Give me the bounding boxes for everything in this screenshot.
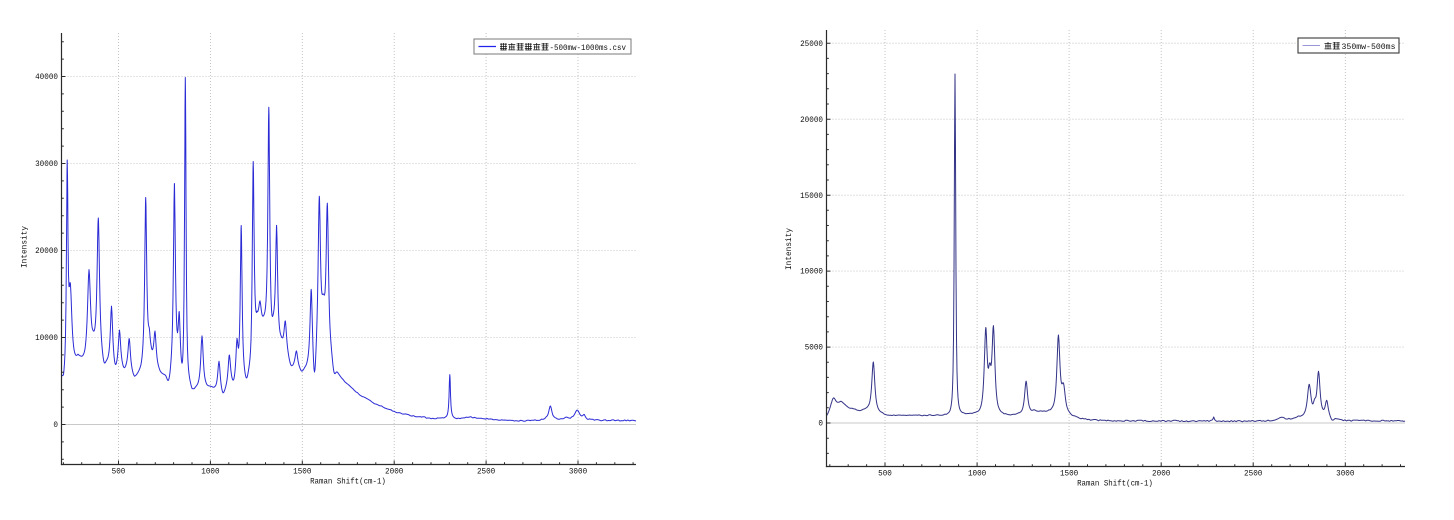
svg-text:1000: 1000 (201, 468, 219, 477)
svg-text:2000: 2000 (1152, 470, 1170, 479)
svg-text:Intensity: Intensity (21, 226, 30, 268)
svg-text:500: 500 (112, 468, 126, 477)
svg-text:2000: 2000 (385, 468, 403, 477)
svg-text:3000: 3000 (1336, 470, 1354, 479)
svg-text:Raman Shift(cm-1): Raman Shift(cm-1) (310, 478, 386, 487)
svg-text:15000: 15000 (800, 192, 823, 201)
svg-text:20000: 20000 (35, 247, 58, 256)
svg-text:0: 0 (818, 420, 823, 429)
svg-text:0: 0 (53, 421, 58, 430)
svg-text:500: 500 (878, 470, 892, 479)
svg-text:2500: 2500 (1244, 470, 1262, 479)
svg-text:Raman Shift(cm-1): Raman Shift(cm-1) (1077, 480, 1153, 489)
svg-text:Intensity: Intensity (785, 228, 794, 270)
svg-text:5000: 5000 (805, 344, 823, 353)
svg-text:1000: 1000 (968, 470, 986, 479)
svg-text:30000: 30000 (35, 160, 58, 169)
svg-text:3000: 3000 (569, 468, 587, 477)
svg-text:1500: 1500 (1060, 470, 1078, 479)
svg-text:10000: 10000 (800, 268, 823, 277)
svg-text:20000: 20000 (800, 116, 823, 125)
svg-text:40000: 40000 (35, 73, 58, 82)
svg-text:350mw-500ms: 350mw-500ms (1342, 43, 1396, 52)
svg-text:1500: 1500 (293, 468, 311, 477)
svg-text:10000: 10000 (35, 334, 58, 343)
svg-text:25000: 25000 (800, 40, 823, 49)
svg-text:-500mw-1000ms.csv: -500mw-1000ms.csv (550, 44, 627, 53)
svg-text:2500: 2500 (477, 468, 495, 477)
